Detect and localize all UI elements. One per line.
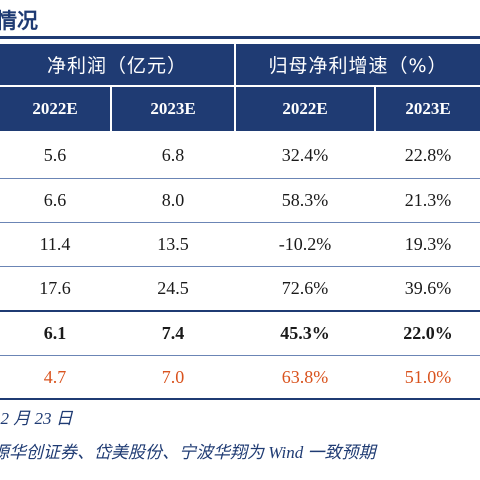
table-cell: 13.5 <box>157 233 189 254</box>
year-header: 2023E <box>112 87 234 131</box>
row-divider <box>0 222 480 223</box>
table-cell: 63.8% <box>281 366 329 387</box>
table-cell: 19.3% <box>404 233 452 254</box>
footnote-date: 12 月 23 日 <box>0 409 73 428</box>
table-bottom-rule <box>0 398 480 400</box>
table-cell: 6.8 <box>161 145 185 165</box>
table-cell: 32.4% <box>281 145 329 165</box>
table-cell: 7.4 <box>161 322 185 343</box>
row-divider <box>0 178 480 179</box>
table-cell: 58.3% <box>281 189 329 210</box>
group-header-growth: 归母净利增速（%） <box>236 44 480 85</box>
table-cell: 45.3% <box>280 322 330 343</box>
year-header: 2023E <box>376 87 480 131</box>
table-cell: 6.6 <box>43 189 67 210</box>
table-cell: 22.0% <box>403 322 453 343</box>
table-cell: 7.0 <box>161 366 185 387</box>
table-cell: -10.2% <box>278 233 332 254</box>
table-cell: 17.6 <box>39 277 71 298</box>
table-cell: 72.6% <box>281 277 329 298</box>
table-cell: 22.8% <box>404 145 452 165</box>
table-cell: 24.5 <box>157 277 189 298</box>
table-cell: 4.7 <box>43 366 67 387</box>
table-cell: 39.6% <box>404 277 452 298</box>
table-cell: 5.6 <box>43 145 67 165</box>
table-cell: 11.4 <box>39 233 71 254</box>
table-cell: 21.3% <box>404 189 452 210</box>
group-header-net-profit: 净利润（亿元） <box>0 44 234 85</box>
year-header: 2022E <box>0 87 110 131</box>
table-cell: 6.1 <box>43 322 67 343</box>
table-cell: 8.0 <box>161 189 185 210</box>
table-cell: 51.0% <box>404 366 452 387</box>
row-divider <box>0 266 480 267</box>
row-divider-strong <box>0 310 480 312</box>
section-title: 情况 <box>0 0 480 40</box>
year-header: 2022E <box>236 87 374 131</box>
footnote-source: 源华创证券、岱美股份、宁波华翔为 Wind 一致预期 <box>0 443 376 462</box>
row-divider <box>0 355 480 356</box>
title-rule <box>0 36 480 39</box>
section-title-text: 情况 <box>0 9 38 33</box>
